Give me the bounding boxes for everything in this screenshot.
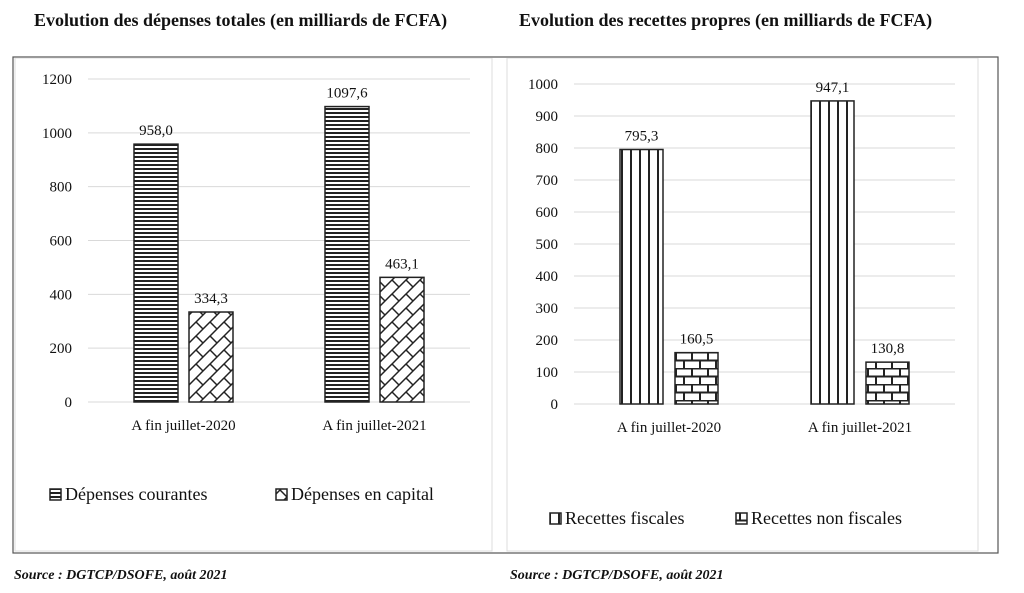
left-chart: 0 200 400 600 800 1000 1200 A fin juillet-2020 9… [42,72,470,504]
left-source-note: Source : DGTCP/DSOFE, août 2021 [14,568,228,583]
x-category-label: A fin juillet-2021 [322,418,426,434]
y-tick-label: 200 [50,341,73,357]
data-label: 958,0 [139,123,173,139]
legend-label: Dépenses courantes [65,484,207,504]
y-tick-label: 700 [536,173,559,189]
left-chart-frame [14,57,493,552]
y-tick-label: 0 [65,395,73,411]
data-label: 947,1 [816,80,850,96]
legend-label: Dépenses en capital [291,484,434,504]
y-tick-label: 600 [536,205,559,221]
legend-swatch-horizontal-lines [49,488,62,501]
data-label: 160,5 [680,332,714,348]
data-label: 1097,6 [326,86,368,102]
y-tick-label: 1200 [42,72,72,88]
legend-swatch-vertical-lines [549,512,562,525]
y-tick-label: 800 [536,141,559,157]
legend-label: Recettes fiscales [565,508,684,528]
y-tick-label: 500 [536,237,559,253]
bar-bricks [674,351,719,405]
y-tick-label: 100 [536,365,559,381]
bar-crosshatch [188,311,234,403]
y-tick-label: 1000 [42,126,72,142]
right-chart-title: Evolution des recettes propres (en milli… [519,10,933,30]
y-tick-label: 300 [536,301,559,317]
data-label: 334,3 [194,291,228,307]
legend-swatch-bricks [735,512,748,525]
bar-horizontal-lines [133,143,179,403]
legend-label: Recettes non fiscales [751,508,902,528]
y-tick-label: 0 [551,397,559,413]
data-label: 795,3 [625,129,659,145]
x-category-label: A fin juillet-2020 [131,418,235,434]
legend-swatch-crosshatch [275,488,288,501]
y-tick-label: 1000 [528,77,558,93]
bar-vertical-lines [810,100,855,405]
bar-bricks [865,361,910,405]
bar-vertical-lines [619,148,664,405]
right-chart: 0 100 200 300 400 500 600 700 800 900 1000 A fin ju… [528,77,955,528]
x-category-label: A fin juillet-2020 [617,420,721,436]
outer-frame [12,56,999,554]
y-tick-label: 900 [536,109,559,125]
data-label: 130,8 [871,341,905,357]
right-source-note: Source : DGTCP/DSOFE, août 2021 [510,568,724,583]
y-tick-label: 400 [50,287,73,303]
y-tick-label: 200 [536,333,559,349]
y-tick-label: 800 [50,180,73,196]
x-category-label: A fin juillet-2021 [808,420,912,436]
y-tick-label: 600 [50,234,73,250]
bar-crosshatch [379,276,425,403]
data-label: 463,1 [385,256,419,272]
right-chart-frame [506,57,979,552]
bar-horizontal-lines [324,105,370,403]
y-tick-label: 400 [536,269,559,285]
left-chart-title: Evolution des dépenses totales (en milli… [34,10,448,30]
